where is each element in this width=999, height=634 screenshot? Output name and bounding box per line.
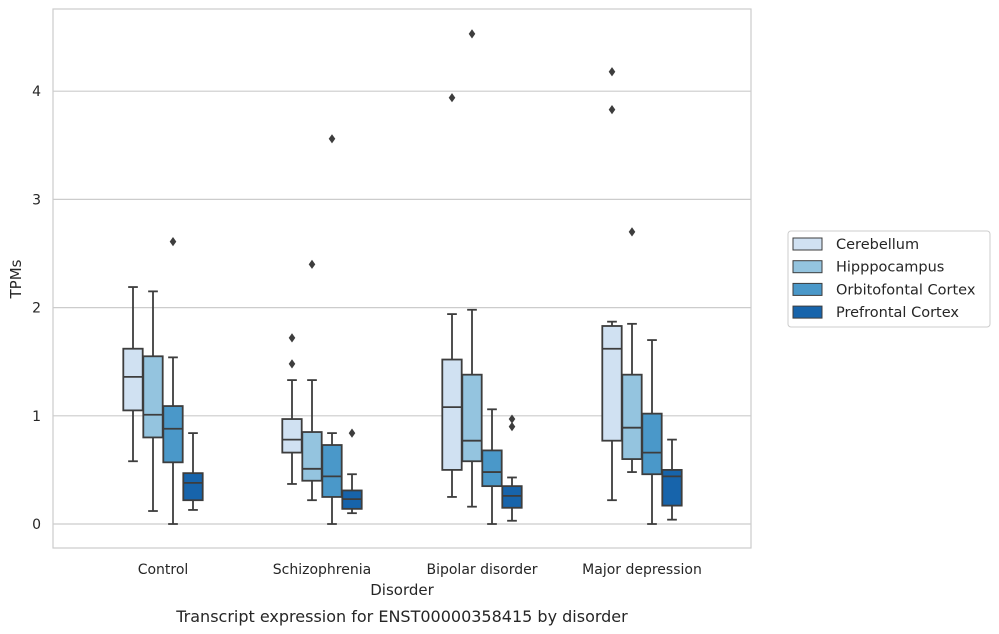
box-iqr xyxy=(281,418,303,454)
box-0-2 xyxy=(441,93,463,498)
outlier-point xyxy=(288,359,296,369)
y-tick-label: 2 xyxy=(32,301,41,317)
x-tick-label: Schizophrenia xyxy=(273,562,371,578)
box-iqr xyxy=(501,485,523,509)
legend-item: Hipppocampus xyxy=(792,260,944,276)
legend-swatch xyxy=(792,305,823,319)
legend-item: Orbitofontal Cortex xyxy=(792,282,976,298)
box-iqr xyxy=(641,412,663,476)
y-tick-labels: 0 1 2 3 4 xyxy=(32,84,41,533)
legend-item: Cerebellum xyxy=(792,237,919,253)
box-iqr xyxy=(461,373,483,463)
box-1-3 xyxy=(621,227,643,473)
box-iqr xyxy=(182,472,204,502)
box-iqr xyxy=(621,373,643,460)
x-tick-label: Major depression xyxy=(582,562,702,578)
outlier-point xyxy=(288,333,296,343)
box-3-1 xyxy=(341,428,363,515)
y-tick-label: 3 xyxy=(32,192,41,208)
box-3-2 xyxy=(501,414,523,522)
legend-label: Prefrontal Cortex xyxy=(836,305,959,321)
box-0-0 xyxy=(122,286,144,463)
box-iqr xyxy=(601,325,623,442)
y-axis-title: TPMs xyxy=(7,259,25,299)
outlier-point xyxy=(608,104,616,115)
box-iqr xyxy=(441,358,463,471)
box-3-0 xyxy=(182,432,204,511)
x-tick-label: Bipolar disorder xyxy=(426,562,537,578)
outlier-point xyxy=(308,259,316,269)
y-tick-label: 4 xyxy=(32,84,41,100)
outlier-point xyxy=(169,236,177,247)
outlier-point xyxy=(328,134,336,144)
x-axis-title: Disorder xyxy=(370,581,434,599)
box-1-1 xyxy=(301,259,323,502)
box-2-0 xyxy=(162,236,184,525)
legend-frame xyxy=(787,230,991,328)
legend-label: Hipppocampus xyxy=(836,260,944,276)
box-iqr xyxy=(301,431,323,482)
chart-caption: Transcript expression for ENST0000035841… xyxy=(175,607,628,626)
x-tick-label: Control xyxy=(138,562,189,578)
box-2-2 xyxy=(481,408,503,525)
outlier-point xyxy=(468,29,476,39)
legend-label: Orbitofontal Cortex xyxy=(836,282,976,298)
box-2-3 xyxy=(641,339,663,525)
outlier-point xyxy=(508,422,516,432)
box-iqr xyxy=(661,468,683,507)
box-2-1 xyxy=(321,134,343,525)
box-iqr xyxy=(481,449,503,488)
box-iqr xyxy=(122,347,144,412)
box-iqr xyxy=(162,405,184,464)
box-1-0 xyxy=(142,290,164,512)
box-iqr xyxy=(142,355,164,439)
box-0-1 xyxy=(281,333,303,485)
box-3-3 xyxy=(661,438,683,521)
x-tick-labels: Control Schizophrenia Bipolar disorder Majo… xyxy=(138,562,702,578)
outlier-point xyxy=(508,414,516,424)
legend-swatch xyxy=(792,237,823,251)
box-0-3 xyxy=(601,67,623,502)
outlier-point xyxy=(628,227,636,237)
box-iqr xyxy=(321,444,343,498)
outlier-point xyxy=(348,428,356,438)
plot-frame xyxy=(52,8,752,549)
legend: Cerebellum Hipppocampus Orbitofontal Corte… xyxy=(787,230,991,328)
legend-swatch xyxy=(792,260,823,274)
legend-label: Cerebellum xyxy=(836,237,919,253)
box-1-2 xyxy=(461,29,483,508)
outlier-point xyxy=(448,93,456,103)
legend-item: Prefrontal Cortex xyxy=(792,305,959,321)
box-plot-area xyxy=(122,29,683,525)
legend-swatch xyxy=(792,282,823,296)
y-tick-label: 1 xyxy=(32,409,41,425)
outlier-point xyxy=(608,67,616,77)
y-tick-label: 0 xyxy=(32,517,41,533)
